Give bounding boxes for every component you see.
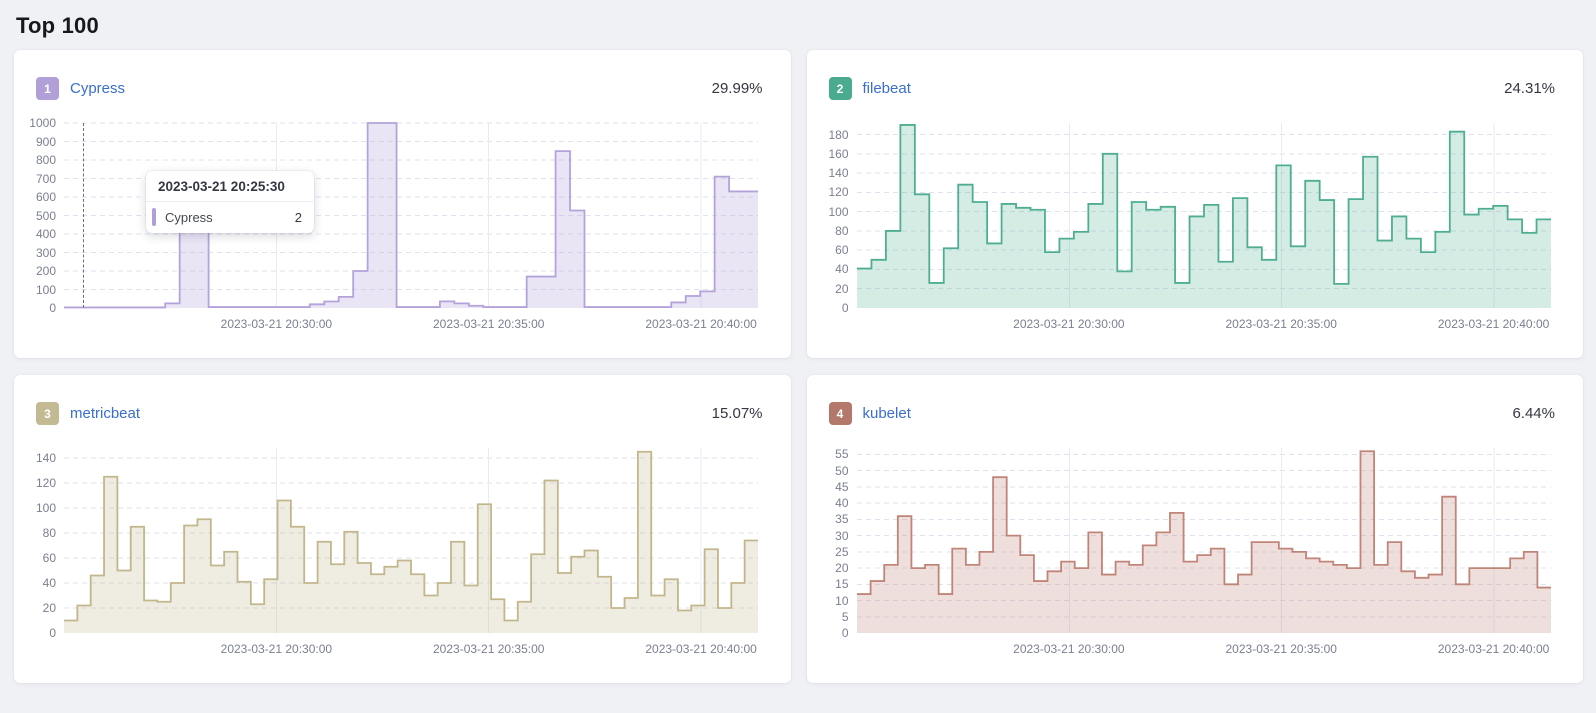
tooltip-timestamp: 2023-03-21 20:25:30 <box>146 171 314 202</box>
series-link-metricbeat[interactable]: metricbeat <box>70 405 141 422</box>
y-tick-label: 55 <box>835 447 849 462</box>
series-color-marker <box>152 208 156 226</box>
x-tick-label: 2023-03-21 20:30:00 <box>1013 317 1125 331</box>
chart-tooltip: 2023-03-21 20:25:30 Cypress 2 <box>146 171 314 233</box>
x-tick-label: 2023-03-21 20:40:00 <box>1437 642 1550 656</box>
chart-panel-cypress: 1 Cypress 29.99% 2023-03-21 20:25:30 Cyp… <box>14 50 791 358</box>
x-tick-label: 2023-03-21 20:40:00 <box>1437 317 1550 331</box>
area-chart-metricbeat[interactable]: 0 20 40 60 80 100 120 140 2023-03-21 20:30:00 202… <box>36 448 758 656</box>
chart-canvas <box>856 123 1551 309</box>
y-tick-label: 0 <box>49 301 56 315</box>
x-tick-label: 2023-03-21 20:35:00 <box>1225 317 1337 331</box>
y-tick-label: 800 <box>35 153 56 167</box>
y-tick-label: 140 <box>35 451 56 465</box>
panel-header: 2 filebeat 24.31% <box>828 77 1555 100</box>
tooltip-value: 2 <box>294 209 302 225</box>
rank-badge: 2 <box>828 77 852 100</box>
y-tick-label: 400 <box>35 227 56 241</box>
y-tick-label: 900 <box>35 134 56 149</box>
y-tick-label: 45 <box>835 479 849 494</box>
x-tick-label: 2023-03-21 20:40:00 <box>645 317 757 331</box>
y-tick-label: 40 <box>42 576 56 590</box>
panel-header: 1 Cypress 29.99% <box>36 77 763 100</box>
share-percent: 15.07% <box>711 405 763 422</box>
x-tick-label: 2023-03-21 20:35:00 <box>433 317 545 331</box>
y-tick-label: 160 <box>828 146 849 161</box>
tooltip-series-name: Cypress <box>165 209 213 225</box>
y-tick-label: 30 <box>835 528 849 543</box>
x-tick-label: 2023-03-21 20:30:00 <box>220 317 333 331</box>
y-tick-label: 40 <box>835 262 849 277</box>
tooltip-row: Cypress 2 <box>146 202 314 233</box>
area-chart-kubelet[interactable]: 0 5 10 15 20 25 30 35 40 45 50 55 2023-03-21 20:30:0… <box>835 447 1551 656</box>
rank-badge: 3 <box>36 402 59 425</box>
y-tick-label: 180 <box>828 127 849 142</box>
area-chart-cypress[interactable]: 2023-03-21 20:25:30 Cypress 2 0 100 200 300… <box>29 116 758 331</box>
y-tick-label: 40 <box>835 496 849 511</box>
chart-canvas <box>856 448 1551 633</box>
y-tick-label: 100 <box>35 282 56 297</box>
y-tick-label: 80 <box>42 526 56 540</box>
y-tick-label: 50 <box>835 463 849 478</box>
y-tick-label: 15 <box>835 577 849 592</box>
series-link-kubelet[interactable]: kubelet <box>862 405 911 422</box>
panel-header: 3 metricbeat 15.07% <box>36 402 763 425</box>
y-tick-label: 120 <box>828 185 849 200</box>
y-tick-label: 0 <box>49 626 56 640</box>
y-tick-label: 20 <box>835 561 849 576</box>
series-link-filebeat[interactable]: filebeat <box>862 80 911 97</box>
dashboard-grid: 1 Cypress 29.99% 2023-03-21 20:25:30 Cyp… <box>0 50 1596 683</box>
area-outline <box>856 450 1551 595</box>
area-chart-filebeat[interactable]: 0 20 40 60 80 100 120 140 160 180 2023-03-21 20:30… <box>828 123 1551 331</box>
y-tick-label: 5 <box>841 609 849 624</box>
area-fill <box>856 451 1551 633</box>
y-tick-label: 700 <box>35 171 56 186</box>
x-tick-label: 2023-03-21 20:30:00 <box>220 642 333 656</box>
share-percent: 6.44% <box>1512 405 1555 422</box>
rank-badge: 4 <box>828 402 852 425</box>
area-outline <box>64 450 758 622</box>
y-tick-label: 0 <box>841 301 849 315</box>
panel-header: 4 kubelet 6.44% <box>828 402 1555 425</box>
chart-panel-filebeat: 2 filebeat 24.31% 0 20 40 60 80 100 120 140 160 1… <box>806 50 1583 358</box>
chart-panel-metricbeat: 3 metricbeat 15.07% 0 20 40 60 80 100 120 140 20… <box>14 375 791 683</box>
y-tick-label: 1000 <box>29 116 56 130</box>
y-tick-label: 500 <box>35 208 56 223</box>
area-fill <box>64 451 758 633</box>
page-title: Top 100 <box>16 13 99 38</box>
y-tick-label: 35 <box>835 512 849 527</box>
y-tick-label: 200 <box>35 264 56 278</box>
y-tick-label: 100 <box>35 501 56 515</box>
share-percent: 24.31% <box>1504 80 1555 97</box>
x-tick-label: 2023-03-21 20:35:00 <box>1225 642 1337 656</box>
y-tick-label: 140 <box>828 166 849 181</box>
y-tick-label: 60 <box>42 551 56 565</box>
y-tick-label: 20 <box>835 281 849 296</box>
area-outline <box>856 124 1551 285</box>
y-tick-label: 300 <box>35 245 56 260</box>
y-tick-label: 80 <box>835 223 849 238</box>
chart-canvas <box>64 448 758 633</box>
y-tick-label: 60 <box>835 243 849 258</box>
x-tick-label: 2023-03-21 20:35:00 <box>433 642 545 656</box>
chart-panel-kubelet: 4 kubelet 6.44% 0 5 10 15 20 25 30 35 40 45 50 55 20… <box>806 375 1583 683</box>
y-tick-label: 0 <box>841 626 849 640</box>
y-tick-label: 100 <box>828 204 849 219</box>
y-tick-label: 10 <box>835 593 849 608</box>
x-tick-label: 2023-03-21 20:30:00 <box>1013 642 1125 656</box>
y-tick-label: 120 <box>35 476 56 490</box>
x-tick-label: 2023-03-21 20:40:00 <box>645 642 757 656</box>
rank-badge: 1 <box>36 77 59 100</box>
series-link-cypress[interactable]: Cypress <box>70 80 126 97</box>
hover-cursor-line <box>83 123 85 308</box>
y-tick-label: 20 <box>42 601 56 615</box>
y-tick-label: 25 <box>835 544 849 559</box>
y-tick-label: 600 <box>35 190 56 204</box>
share-percent: 29.99% <box>711 80 763 97</box>
